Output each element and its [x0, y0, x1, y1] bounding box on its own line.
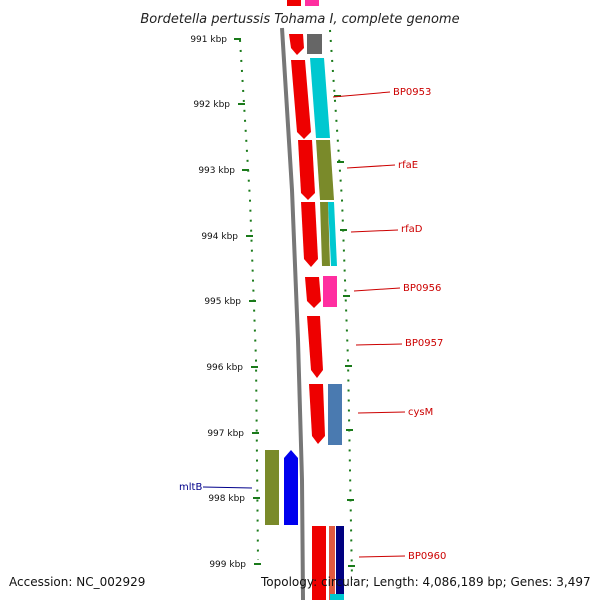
gene-block-magenta[interactable] — [323, 276, 337, 307]
gene-block-gray[interactable] — [307, 34, 322, 54]
reference-axis — [329, 29, 353, 581]
tick-group: 991 kbp 992 kbp 993 kbp 994 kbp 995 kbp … — [190, 35, 261, 570]
genome-backbone — [280, 27, 305, 600]
gene-label[interactable]: BP0957 — [405, 338, 443, 349]
gene-block-cyan[interactable] — [330, 594, 344, 600]
gene-label[interactable]: BP0956 — [403, 283, 441, 294]
tick-label: 991 kbp — [190, 35, 227, 45]
cds-arrow[interactable] — [291, 60, 311, 139]
tick-label: 996 kbp — [206, 363, 243, 373]
leader-line — [358, 555, 406, 558]
leader-line — [357, 411, 406, 414]
gene-block-cyan[interactable] — [328, 202, 337, 266]
tick-label: 993 kbp — [198, 166, 235, 176]
cds-arrow[interactable] — [309, 384, 325, 444]
tick-label: 997 kbp — [207, 429, 244, 439]
gene-block-olive[interactable] — [316, 140, 334, 200]
map-title: Bordetella pertussis Tohama I, complete … — [140, 12, 459, 27]
cds-arrow[interactable] — [301, 202, 318, 267]
cds-arrow[interactable] — [289, 34, 304, 55]
tick-label: 999 kbp — [209, 560, 246, 570]
gene-label[interactable]: mltB — [179, 482, 202, 493]
gene-label[interactable]: cysM — [408, 407, 433, 418]
label-lines — [202, 91, 406, 558]
cds-track — [289, 34, 326, 600]
right-tick-group — [334, 95, 355, 567]
gene-block-navy[interactable] — [336, 526, 344, 600]
leader-line — [332, 91, 391, 98]
gene-track — [307, 34, 344, 600]
gene-label[interactable]: rfaD — [401, 224, 423, 235]
gene-block-olive-left[interactable] — [265, 450, 279, 525]
gene-fragment-top-red — [287, 0, 301, 6]
gene-label[interactable]: BP0960 — [408, 551, 446, 562]
gene-block-orange[interactable] — [329, 526, 335, 600]
cds-arrow-blue-left[interactable] — [284, 450, 298, 525]
accession-text: Accession: NC_002929 — [9, 575, 145, 589]
tick-label: 992 kbp — [193, 100, 230, 110]
leader-line — [346, 164, 396, 169]
gene-block-steelblue[interactable] — [328, 384, 342, 445]
cds-arrow[interactable] — [307, 316, 323, 378]
leader-line — [202, 486, 253, 489]
leader-line — [350, 229, 399, 233]
left-strand-track — [265, 450, 298, 525]
tick-label: 998 kbp — [208, 494, 245, 504]
gene-block-olive[interactable] — [320, 202, 330, 266]
tick-label: 995 kbp — [204, 297, 241, 307]
leader-line — [353, 287, 401, 292]
gene-fragment-top-magenta — [305, 0, 319, 6]
cds-block[interactable] — [312, 526, 326, 600]
cds-arrow[interactable] — [298, 140, 315, 200]
gene-block-cyan[interactable] — [310, 58, 330, 138]
topology-text: Topology: circular; Length: 4,086,189 bp… — [260, 575, 591, 589]
gene-label[interactable]: rfaE — [398, 160, 418, 171]
cds-arrow[interactable] — [305, 277, 321, 308]
gene-label[interactable]: BP0953 — [393, 87, 431, 98]
gene-labels: BP0953 rfaE rfaD BP0956 BP0957 cysM mltB… — [179, 87, 446, 562]
tick-label: 994 kbp — [201, 232, 238, 242]
coordinate-axis — [239, 39, 259, 561]
leader-line — [355, 343, 403, 346]
